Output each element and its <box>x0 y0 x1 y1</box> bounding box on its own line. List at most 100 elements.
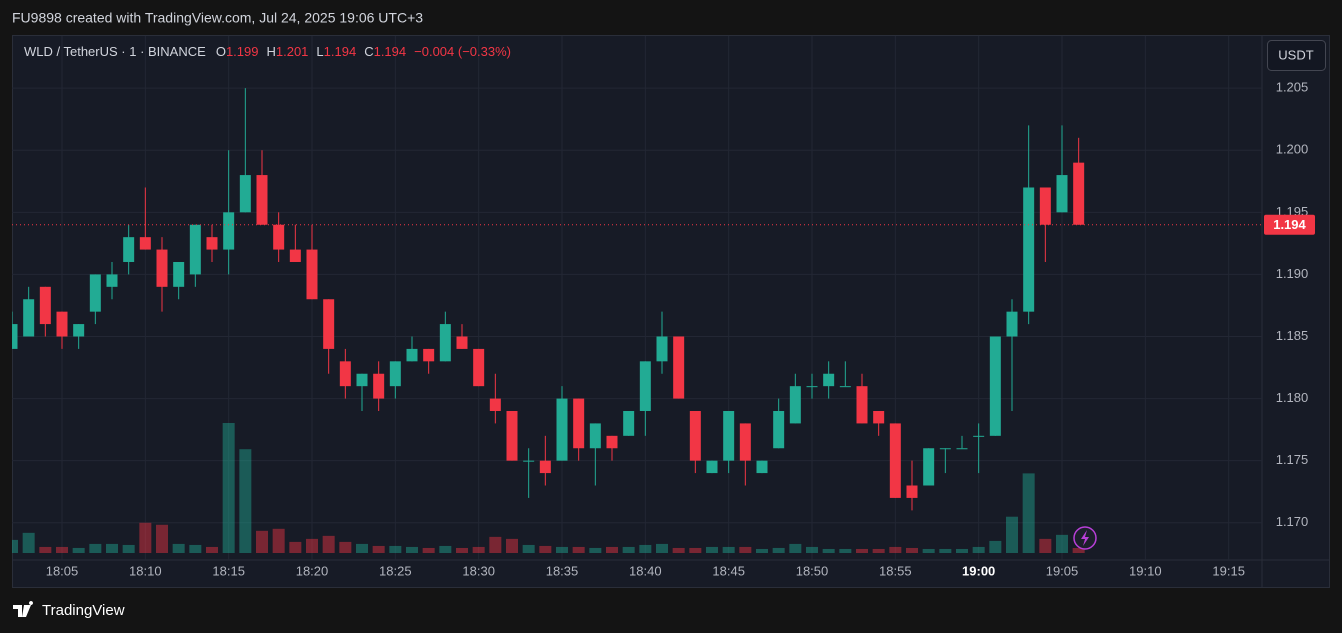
x-tick-label: 18:50 <box>796 563 829 578</box>
currency-button-box[interactable] <box>1267 40 1326 71</box>
x-tick-label: 19:10 <box>1129 563 1162 578</box>
legend-value: 1.194 <box>324 44 357 59</box>
volume-bar <box>339 541 352 553</box>
volume-bar <box>572 546 585 553</box>
candle-body <box>973 435 985 437</box>
volume-bar <box>906 547 918 553</box>
candle-body <box>889 423 901 498</box>
attribution: FU9898 created with TradingView.com, Jul… <box>12 10 423 26</box>
candle-body <box>289 249 301 262</box>
volume-bar <box>689 547 702 553</box>
x-tick-label: 18:30 <box>462 563 495 578</box>
candle-body <box>789 386 801 424</box>
volume-bar <box>206 546 218 553</box>
volume-bar <box>589 547 602 553</box>
candle-body <box>73 324 85 337</box>
currency-button[interactable]: USDT <box>1267 40 1326 71</box>
volume-bar <box>606 546 618 553</box>
y-tick-label: 1.190 <box>1276 266 1309 281</box>
volume-bar <box>706 546 718 553</box>
candle-body <box>673 336 685 399</box>
candle-body <box>139 237 151 250</box>
volume-bar <box>222 423 235 553</box>
x-tick-label: 18:40 <box>629 563 662 578</box>
x-tick-label: 19:05 <box>1046 563 1079 578</box>
footer-logo: TradingView <box>13 601 125 619</box>
volume-bar <box>672 547 685 553</box>
volume-bar <box>322 535 335 553</box>
candle-body <box>606 435 618 449</box>
candle-body <box>223 212 235 250</box>
candle-body <box>273 224 285 250</box>
candle-body <box>239 175 251 213</box>
candle-body <box>489 398 501 411</box>
volume-bar <box>856 548 868 553</box>
candle-body <box>423 348 435 362</box>
x-tick-label: 18:55 <box>879 563 912 578</box>
candle-body <box>56 311 68 337</box>
volume-bar <box>372 545 385 553</box>
volume-bar <box>72 547 85 553</box>
candle-body <box>523 460 535 462</box>
candle-body <box>823 373 835 387</box>
volume-bar <box>456 547 468 553</box>
legend-key: C <box>364 44 373 59</box>
volume-bar <box>922 548 935 553</box>
currency-label[interactable]: USDT <box>1278 47 1313 62</box>
volume-bar <box>1039 538 1052 553</box>
candle-body <box>573 398 585 449</box>
candle-body <box>356 373 368 387</box>
volume-bar <box>889 546 902 553</box>
candle-body <box>373 373 385 399</box>
volume-bar <box>1056 534 1068 553</box>
candle-body <box>556 398 568 461</box>
candle-body <box>956 448 968 450</box>
candle-body <box>1073 162 1085 225</box>
volume-bar <box>439 545 452 553</box>
candle-body <box>173 261 185 287</box>
candle-body <box>106 274 118 287</box>
candle-body <box>656 336 668 362</box>
x-tick-label: 18:10 <box>129 563 162 578</box>
volume-bar <box>12 539 18 553</box>
x-tick-label: 18:45 <box>712 563 745 578</box>
volume-bar <box>489 536 502 553</box>
lightning-icon[interactable] <box>1073 526 1097 550</box>
lightning-bolt[interactable] <box>1081 530 1089 546</box>
candle-body <box>473 348 485 387</box>
last-price-box <box>1264 214 1315 235</box>
y-tick-label: 1.170 <box>1276 514 1309 529</box>
candle-body <box>506 410 518 461</box>
change: −0.004 (−0.33%) <box>414 44 511 59</box>
volume-bar <box>272 528 285 553</box>
candle-body <box>689 410 701 461</box>
x-tick-label: 18:20 <box>296 563 329 578</box>
candle-body <box>639 361 651 411</box>
volume-bar <box>1006 516 1018 553</box>
volume-bar <box>939 548 952 553</box>
legend-value: 1.199 <box>226 44 259 59</box>
last-price-label: 1.194 <box>1273 217 1306 232</box>
volume-bar <box>506 538 518 553</box>
candle-body <box>739 423 751 461</box>
volume-bar <box>406 546 418 553</box>
volume-bar <box>539 545 552 553</box>
candle-body <box>539 460 551 474</box>
volume-bar <box>722 546 735 553</box>
volume-bar <box>256 530 268 553</box>
candle-body <box>923 448 935 486</box>
candle-body <box>723 410 735 461</box>
volume-bar <box>389 545 402 553</box>
x-tick-label: 18:15 <box>212 563 245 578</box>
candle-body <box>839 386 851 388</box>
x-tick-label: 19:15 <box>1212 563 1245 578</box>
volume-bar <box>622 546 635 553</box>
volume-bar <box>422 547 435 553</box>
candle-body <box>456 336 468 349</box>
y-tick-label: 1.205 <box>1276 80 1309 95</box>
candle-body <box>706 460 718 474</box>
candle-body <box>123 237 135 262</box>
candle-body <box>306 249 318 300</box>
volume-bar <box>239 449 252 553</box>
